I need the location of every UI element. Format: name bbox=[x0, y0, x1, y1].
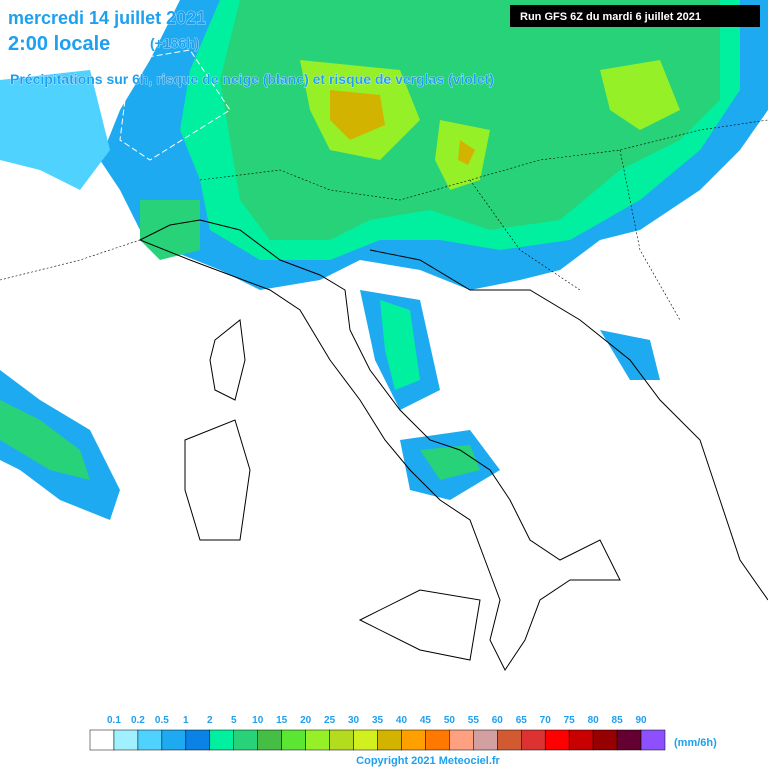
forecast-date: mercredi 14 juillet 2021 bbox=[8, 8, 206, 28]
legend-swatch bbox=[281, 729, 306, 751]
legend-swatch bbox=[377, 729, 402, 751]
legend-swatch bbox=[209, 729, 235, 751]
legend-label: 0.5 bbox=[155, 715, 169, 726]
legend-label: 75 bbox=[564, 715, 576, 726]
legend-label: 30 bbox=[348, 715, 360, 726]
legend-swatch bbox=[544, 729, 570, 751]
map-description: Précipitations sur 6h, risque de neige (… bbox=[10, 71, 494, 87]
legend-label: 90 bbox=[635, 715, 647, 726]
legend-label: 1 bbox=[183, 715, 189, 726]
legend-label: 45 bbox=[420, 715, 432, 726]
legend-label: 55 bbox=[468, 715, 480, 726]
legend-swatch bbox=[473, 729, 498, 751]
copyright: Copyright 2021 Meteociel.fr bbox=[356, 755, 500, 767]
legend-label: 0.1 bbox=[107, 715, 121, 726]
legend-swatch bbox=[305, 729, 330, 751]
legend-swatch bbox=[521, 729, 546, 751]
legend-label: 10 bbox=[252, 715, 264, 726]
legend-label: 85 bbox=[612, 715, 624, 726]
run-box bbox=[510, 5, 760, 27]
legend-label: 60 bbox=[492, 715, 504, 726]
legend-swatch bbox=[329, 729, 354, 751]
legend-label: 20 bbox=[300, 715, 312, 726]
lead-time: (+186h) bbox=[150, 35, 199, 51]
legend-swatch bbox=[89, 729, 115, 751]
legend-label: 2 bbox=[207, 715, 213, 726]
legend-label: 40 bbox=[396, 715, 408, 726]
legend: 0.1 0.2 0.5 1 2 5 10 15 20 25 30 35 40 45 50 55 60 65 70 75… bbox=[89, 715, 666, 751]
legend-swatch bbox=[640, 729, 666, 751]
legend-swatch bbox=[113, 729, 139, 751]
coastlines bbox=[0, 119, 768, 671]
legend-swatch bbox=[161, 729, 187, 751]
legend-swatch bbox=[616, 729, 642, 751]
legend-label: 65 bbox=[516, 715, 528, 726]
run-info: Run GFS 6Z du mardi 6 juillet 2021 bbox=[520, 11, 701, 23]
legend-label: 15 bbox=[276, 715, 288, 726]
legend-swatch bbox=[425, 729, 450, 751]
legend-swatch bbox=[449, 729, 474, 751]
legend-swatch bbox=[137, 729, 163, 751]
legend-swatch bbox=[497, 729, 522, 751]
legend-swatch bbox=[257, 729, 282, 751]
legend-swatch bbox=[592, 729, 618, 751]
local-time: 2:00 locale bbox=[8, 33, 110, 55]
legend-swatch bbox=[185, 729, 211, 751]
legend-swatch bbox=[353, 729, 378, 751]
legend-label: 5 bbox=[231, 715, 237, 726]
legend-unit: (mm/6h) bbox=[674, 737, 717, 749]
precipitation-field bbox=[0, 0, 768, 520]
legend-swatch bbox=[568, 729, 594, 751]
legend-swatch bbox=[233, 729, 258, 751]
legend-label: 35 bbox=[372, 715, 384, 726]
legend-label: 25 bbox=[324, 715, 336, 726]
legend-label: 50 bbox=[444, 715, 456, 726]
legend-label: 80 bbox=[588, 715, 600, 726]
legend-swatch bbox=[401, 729, 426, 751]
legend-label: 0.2 bbox=[131, 715, 145, 726]
legend-label: 70 bbox=[540, 715, 552, 726]
